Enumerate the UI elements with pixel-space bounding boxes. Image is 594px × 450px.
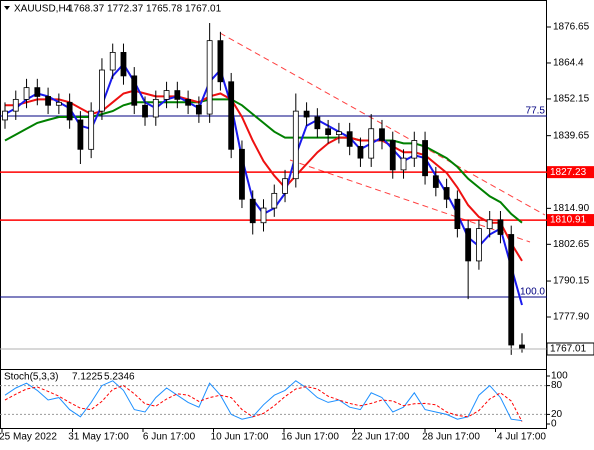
candle-body [239,148,245,200]
y-tick-label: 1852.15 [553,94,590,105]
candle-body [389,140,396,171]
candle-body [454,198,461,230]
candle-body [282,178,288,194]
stoch-d-value: 5.2346 [104,372,135,383]
price-pane: 77.5 100.0 [0,23,547,355]
fib-label: 100.0 [520,287,545,298]
candle-body [142,104,148,118]
candle-body [2,110,8,121]
x-tick-label: 6 Jun 17:00 [143,432,196,443]
candle-body [131,75,138,106]
candle-body [443,187,450,200]
header-high: 1772.37 [107,4,144,15]
stoch-tick-label: 80 [551,380,563,391]
candle-body [185,98,192,106]
candle-body [400,157,407,171]
candle-body [249,198,256,224]
x-tick-label: 16 Jun 17:00 [281,432,339,443]
y-tick-label: 1864.4 [553,58,584,69]
x-tick-label: 22 Jun 17:00 [352,432,410,443]
menu-arrow [4,6,10,10]
candle-body [292,110,299,180]
candle-body [23,87,30,100]
x-tick-label: 31 May 17:00 [68,432,129,443]
x-tick-label: 10 Jun 17:00 [211,432,269,443]
y-tick-label: 1814.90 [553,203,590,214]
fib-label: 77.5 [526,106,546,117]
candle-body [88,110,95,150]
candle-body [379,128,385,141]
candle-body [411,140,418,159]
candle-body [45,96,51,106]
candle-body [195,104,202,115]
candle-body [34,87,41,97]
price-tag [546,342,594,356]
candle-body [497,219,504,235]
candle-body [368,128,375,159]
y-tick-label: 1839.65 [553,130,590,141]
stoch-label: Stoch(5,3,3) [4,372,58,383]
stoch-k [4,380,523,422]
price-label: 1767.01 [550,344,587,355]
candle-body [174,90,181,100]
candle-body [422,140,428,177]
candle-body [476,228,482,262]
candle-body [486,219,493,230]
candle-body [77,119,84,150]
y-tick-label: 1790.15 [553,276,590,287]
header-low: 1765.78 [146,4,183,15]
candle-body [346,131,353,147]
candle-body [260,207,267,224]
symbol: XAUUSD,H4 [14,4,72,15]
candle-body [99,69,105,112]
candle-body [12,98,19,112]
candle-body [163,90,170,100]
candle-body [228,81,235,150]
stoch-tick-label: 100 [551,371,568,382]
candle-body [206,40,213,115]
x-tick-label: 25 May 2022 [0,432,57,443]
candle-body [55,101,62,106]
y-tick-label: 1802.65 [553,239,590,250]
candle-body [519,344,525,350]
candle-body [325,128,332,136]
candle-body [357,145,364,159]
stoch-tick-label: 0 [551,419,557,430]
stoch-d [4,385,523,422]
level-tag [547,166,594,179]
x-tick-label: 28 Jun 17:00 [422,432,480,443]
candle-body [465,228,472,262]
stoch-pane [0,380,547,422]
level-tag [547,214,594,227]
candle-body [314,116,321,130]
level-label: 1810.91 [550,215,587,226]
candle-body [432,175,439,188]
level-label: 1827.23 [550,167,587,178]
plot-frame [0,0,547,429]
channel-upper [219,32,546,216]
y-tick-label: 1876.65 [553,22,590,33]
candle-body [508,234,515,346]
candle-body [152,98,159,118]
candle-body [120,51,127,77]
header-close: 1767.01 [185,4,222,15]
stoch-tick-label: 20 [551,409,563,420]
candle-body [217,40,224,83]
candle-body [303,110,310,118]
candle-body [271,192,278,209]
candle-body [335,131,342,136]
candle-body [66,101,73,121]
x-tick-label: 4 Jul 17:00 [497,432,546,443]
stoch-k-value: 7.1225 [72,372,103,383]
y-tick-label: 1777.90 [553,312,590,323]
header-open: 1768.37 [68,4,105,15]
candle-body [109,51,116,71]
